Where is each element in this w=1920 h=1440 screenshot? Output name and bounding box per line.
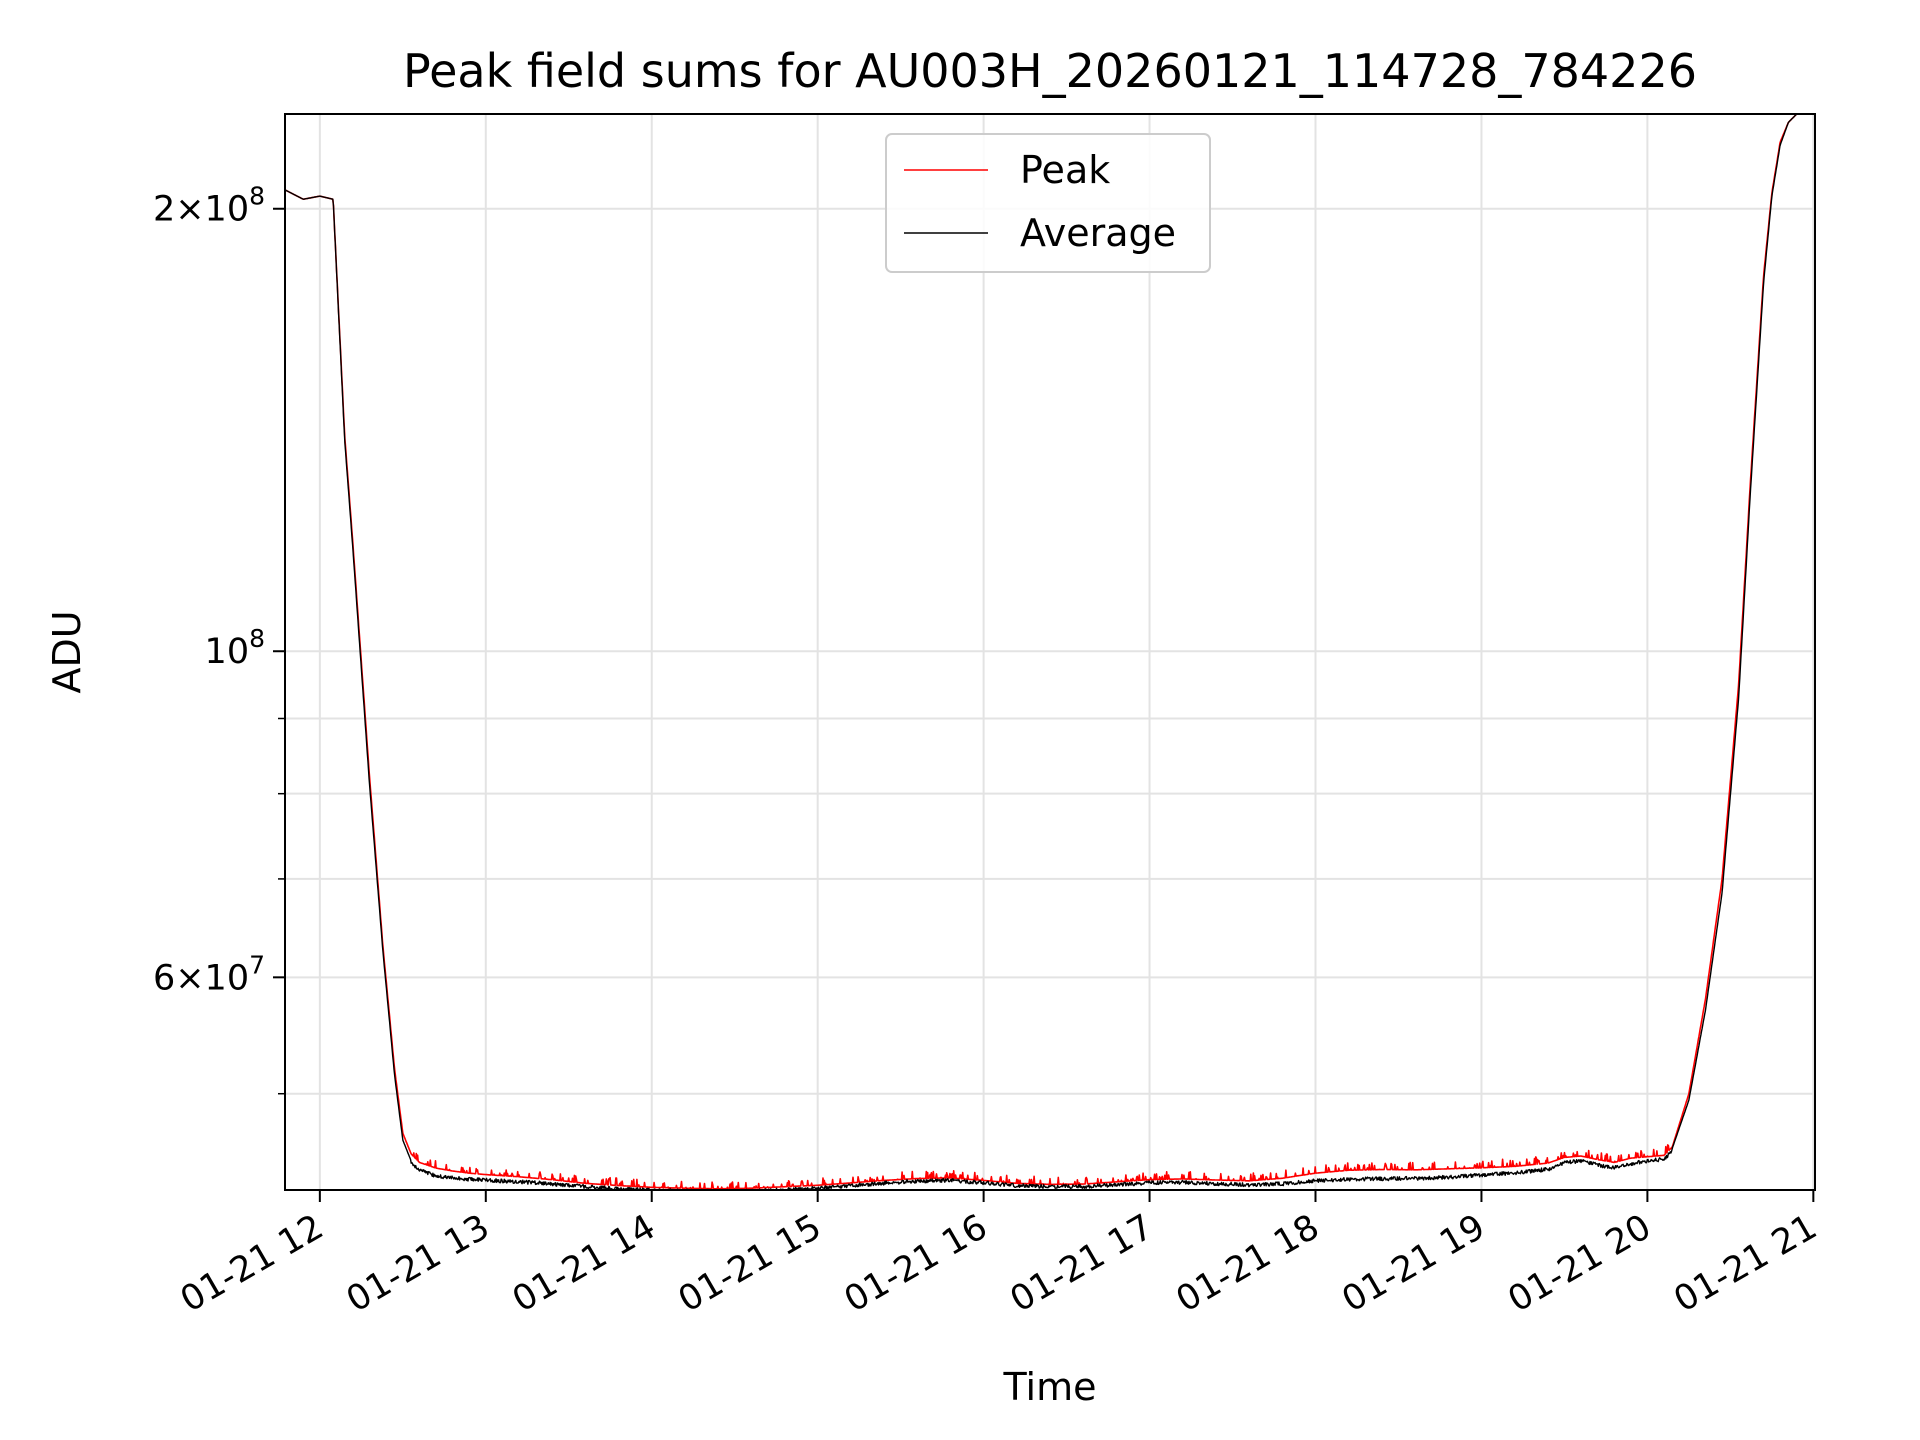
y-axis-label: ADU bbox=[45, 610, 89, 693]
y-tick-label: 2×108 bbox=[153, 182, 265, 230]
legend-box bbox=[885, 133, 1211, 273]
series-layer bbox=[285, 114, 1815, 1190]
y-tick-mantissa: 2 bbox=[153, 190, 175, 230]
plot-area bbox=[285, 114, 1815, 1190]
legend-peak-label: Peak bbox=[1020, 148, 1110, 192]
y-tick-mantissa: 6 bbox=[153, 958, 175, 998]
y-tick-label: 6×107 bbox=[153, 950, 265, 998]
series-average-line bbox=[285, 114, 1815, 1190]
y-tick-exponent: 8 bbox=[249, 624, 265, 653]
series-peak-line bbox=[285, 114, 1815, 1190]
legend-average-label: Average bbox=[1020, 211, 1176, 255]
legend: Peak Average bbox=[885, 133, 1211, 273]
chart-title: Peak field sums for AU003H_20260121_1147… bbox=[403, 44, 1697, 98]
y-tick-exponent: 7 bbox=[249, 950, 265, 979]
x-axis-label: Time bbox=[1003, 1365, 1097, 1409]
y-axis-ticks: 2×108 108 6×107 bbox=[153, 182, 285, 1095]
y-tick-label: 108 bbox=[205, 624, 265, 672]
y-tick-exponent: 8 bbox=[249, 182, 265, 211]
